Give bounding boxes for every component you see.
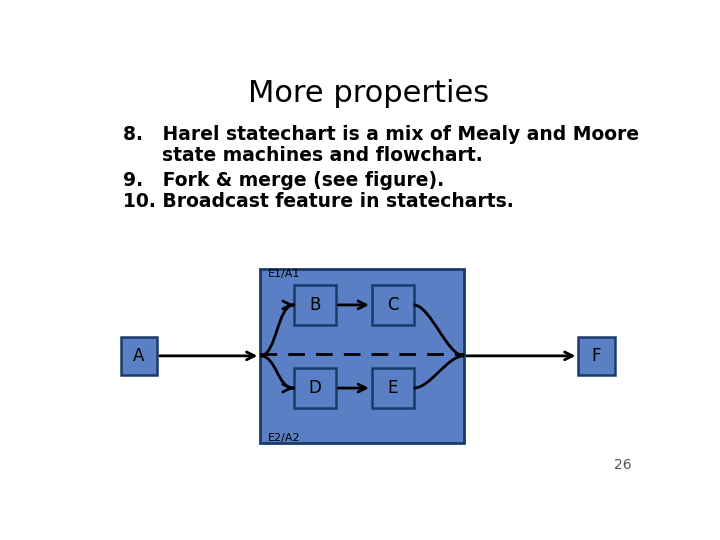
Text: 9.   Fork & merge (see figure).: 9. Fork & merge (see figure). [124,171,445,190]
Text: E: E [387,379,398,397]
Text: E2/A2: E2/A2 [267,433,300,443]
Text: 26: 26 [613,458,631,472]
FancyBboxPatch shape [372,368,413,408]
Text: F: F [592,347,601,365]
Text: 8.   Harel statechart is a mix of Mealy and Moore: 8. Harel statechart is a mix of Mealy an… [124,125,639,144]
FancyBboxPatch shape [578,337,615,375]
Text: B: B [309,296,320,314]
FancyBboxPatch shape [372,285,413,325]
Text: More properties: More properties [248,79,490,109]
Text: 10. Broadcast feature in statecharts.: 10. Broadcast feature in statecharts. [124,192,514,211]
FancyBboxPatch shape [294,368,336,408]
Text: D: D [308,379,321,397]
FancyBboxPatch shape [294,285,336,325]
FancyBboxPatch shape [260,268,464,443]
FancyBboxPatch shape [121,337,157,375]
Text: E1/A1: E1/A1 [267,269,300,279]
Text: state machines and flowchart.: state machines and flowchart. [124,146,483,165]
Text: A: A [133,347,145,365]
Text: C: C [387,296,398,314]
